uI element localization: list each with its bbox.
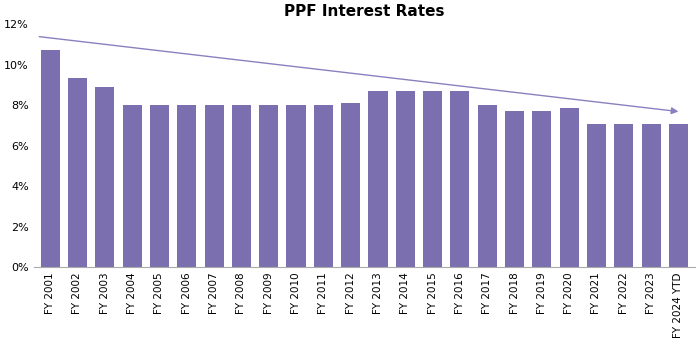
Bar — [368, 91, 387, 267]
Bar — [95, 87, 115, 267]
Bar — [68, 78, 87, 267]
Bar — [341, 104, 360, 267]
Bar — [314, 105, 333, 267]
Bar — [205, 105, 224, 267]
Title: PPF Interest Rates: PPF Interest Rates — [284, 4, 445, 19]
Bar — [587, 124, 606, 267]
Bar — [150, 105, 169, 267]
Bar — [396, 91, 415, 267]
Bar — [287, 105, 305, 267]
Bar — [505, 110, 524, 267]
Bar — [669, 124, 688, 267]
Bar — [450, 91, 470, 267]
Bar — [477, 105, 497, 267]
Bar — [614, 124, 633, 267]
Bar — [177, 105, 196, 267]
Bar — [41, 50, 59, 267]
Bar — [232, 105, 251, 267]
Bar — [122, 105, 142, 267]
Bar — [642, 124, 661, 267]
Bar — [560, 107, 579, 267]
Bar — [533, 110, 552, 267]
Bar — [423, 91, 442, 267]
Bar — [259, 105, 278, 267]
